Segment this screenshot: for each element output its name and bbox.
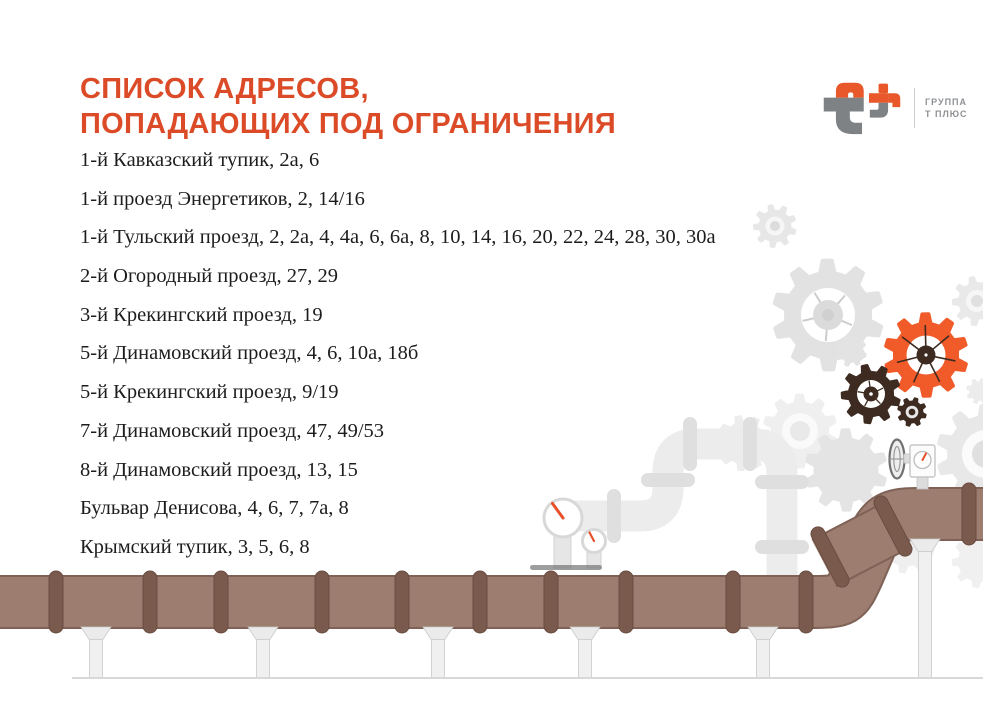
page-title: СПИСОК АДРЕСОВ, ПОПАДАЮЩИХ ПОД ОГРАНИЧЕН… xyxy=(80,72,616,142)
gear-icon xyxy=(966,378,983,404)
gear-icon xyxy=(897,397,927,427)
pipe-support xyxy=(247,626,279,679)
gear-icon xyxy=(951,534,983,589)
pressure-gauges xyxy=(530,497,607,570)
page-title-line1: СПИСОК АДРЕСОВ, xyxy=(80,73,369,105)
gear-icon xyxy=(835,335,867,367)
pipe-flange xyxy=(618,570,634,634)
pipe-support xyxy=(569,626,601,679)
pipe-support xyxy=(80,626,112,679)
page-title-line2: ПОПАДАЮЩИХ ПОД ОГРАНИЧЕНИЯ xyxy=(80,108,616,140)
address-item: 8-й Динамовский проезд, 13, 15 xyxy=(80,458,358,481)
logo-text-line2: Т ПЛЮС xyxy=(925,109,968,119)
gear-icon xyxy=(951,276,983,327)
address-item: 5-й Крекингский проезд, 9/19 xyxy=(80,381,339,404)
pipe-flange xyxy=(810,526,850,588)
pipe-flange xyxy=(472,570,488,634)
pipe-flange xyxy=(213,570,229,634)
address-item: 3-й Крекингский проезд, 19 xyxy=(80,303,323,326)
gear-icon xyxy=(805,428,887,512)
address-item: 1-й Кавказский тупик, 2а, 6 xyxy=(80,149,320,171)
pipe-flange xyxy=(873,495,913,557)
address-item: 7-й Динамовский проезд, 47, 49/53 xyxy=(80,419,385,442)
pipe-flange xyxy=(798,570,814,634)
gear-icon xyxy=(884,312,968,398)
tplus-logo: ГРУППА Т ПЛЮС xyxy=(822,76,967,140)
pipe-supports xyxy=(80,538,941,679)
address-item: 1-й проезд Энергетиков, 2, 14/16 xyxy=(80,187,365,210)
valve-and-meter xyxy=(888,438,936,490)
background-gray-pipe xyxy=(556,417,809,612)
pipe-support xyxy=(909,538,941,679)
pipe-support xyxy=(747,626,779,679)
address-item: 5-й Динамовский проезд, 4, 6, 10а, 18б xyxy=(80,342,419,365)
address-item: 1-й Тульский проезд, 2, 2а, 4, 4а, 6, 6а… xyxy=(80,226,716,249)
gear-icon xyxy=(772,258,884,372)
logo-divider xyxy=(914,88,915,128)
address-item: Бульвар Денисова, 4, 6, 7, 7а, 8 xyxy=(80,497,349,520)
pipe-support xyxy=(422,626,454,679)
main-brown-pipeline xyxy=(0,482,983,634)
gear-icon xyxy=(753,204,797,248)
gauge-shadow xyxy=(530,565,602,570)
pipe-flange xyxy=(48,570,64,634)
pipe-flange xyxy=(725,570,741,634)
gear-icon xyxy=(937,404,983,505)
logo-text: ГРУППА Т ПЛЮС xyxy=(925,96,967,120)
pipe-flange xyxy=(142,570,158,634)
pipe-flange xyxy=(394,570,410,634)
address-item: 2-й Огородный проезд, 27, 29 xyxy=(80,265,339,288)
pipe-flange xyxy=(961,482,977,546)
gear-icon xyxy=(840,363,901,425)
pipe-flange xyxy=(543,570,559,634)
logo-text-line1: ГРУППА xyxy=(925,97,968,107)
address-item: Крымский тупик, 3, 5, 6, 8 xyxy=(80,535,310,558)
tplus-logo-icon xyxy=(823,82,901,135)
accent-gears xyxy=(840,312,968,427)
restricted-address-list: 1-й Кавказский тупик, 2а, 6 1-й проезд Э… xyxy=(80,149,716,575)
pipe-flange xyxy=(314,570,330,634)
